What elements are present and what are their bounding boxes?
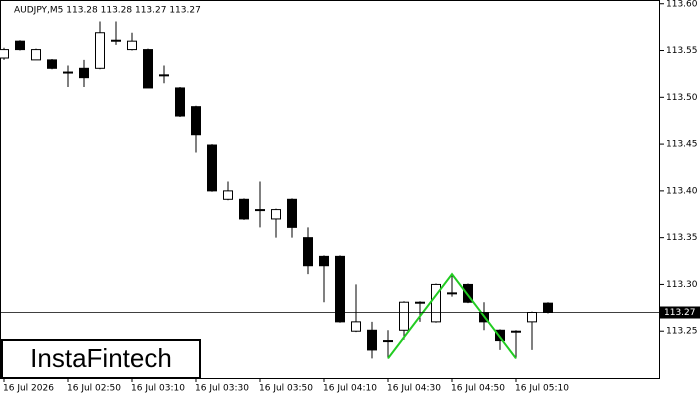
candle-body bbox=[367, 329, 377, 351]
x-tick-label: 16 Jul 02:50 bbox=[67, 384, 121, 394]
pattern-line bbox=[387, 272, 517, 359]
y-tick-label: 113.40 bbox=[666, 186, 698, 196]
candle-body bbox=[511, 330, 521, 333]
candle-body bbox=[303, 237, 313, 267]
chart-title: AUDJPY,M5 113.28 113.28 113.27 113.27 bbox=[14, 6, 201, 16]
x-tick-label: 16 Jul 03:10 bbox=[131, 384, 185, 394]
candle-body bbox=[447, 292, 457, 295]
logo: InstaFintech bbox=[30, 343, 172, 373]
candle-body bbox=[319, 255, 329, 267]
candle-body bbox=[335, 255, 345, 323]
candle-body bbox=[175, 87, 185, 117]
candle-body bbox=[79, 67, 89, 79]
candle-body bbox=[159, 74, 169, 77]
logo-box bbox=[1, 339, 201, 379]
candle-body bbox=[495, 329, 505, 342]
y-tick-label: 113.25 bbox=[666, 327, 698, 337]
candle-body bbox=[63, 71, 73, 74]
x-tick-label: 16 Jul 03:50 bbox=[259, 384, 313, 394]
candle-body bbox=[47, 59, 57, 69]
x-tick-label: 16 Jul 04:30 bbox=[387, 384, 441, 394]
y-tick-label: 113.35 bbox=[666, 233, 698, 243]
y-tick-label: 113.60 bbox=[666, 0, 698, 9]
candle-body bbox=[543, 302, 553, 314]
candle-body bbox=[0, 49, 9, 59]
y-tick-label: 113.50 bbox=[666, 93, 698, 103]
y-tick-label: 113.55 bbox=[666, 46, 698, 56]
candle-body bbox=[383, 340, 393, 343]
candle-body bbox=[239, 198, 249, 220]
candle-body bbox=[287, 198, 297, 228]
candle-body bbox=[127, 40, 137, 51]
candle-body bbox=[415, 301, 425, 304]
y-tick-label: 113.45 bbox=[666, 140, 698, 150]
candle-body bbox=[351, 321, 361, 332]
candle-body bbox=[255, 209, 265, 212]
price-label: 113.27 bbox=[664, 308, 696, 318]
candle-body bbox=[271, 209, 281, 220]
x-tick-label: 16 Jul 05:10 bbox=[515, 384, 569, 394]
x-tick-label: 16 Jul 04:50 bbox=[451, 384, 505, 394]
candle-body bbox=[111, 39, 121, 42]
plot-frame bbox=[0, 0, 660, 379]
candle-body bbox=[191, 106, 201, 136]
y-tick-label: 113.30 bbox=[666, 280, 698, 290]
candle-body bbox=[207, 144, 217, 192]
candle-body bbox=[15, 40, 25, 51]
candle-body bbox=[143, 49, 153, 89]
price-label-box bbox=[660, 306, 700, 319]
x-tick-label: 16 Jul 03:30 bbox=[195, 384, 249, 394]
candle-body bbox=[31, 49, 41, 61]
candle-body bbox=[95, 32, 105, 69]
x-tick-label: 16 Jul 04:10 bbox=[323, 384, 377, 394]
candle-body bbox=[527, 312, 537, 323]
candle-body bbox=[223, 190, 233, 200]
candle-body bbox=[399, 301, 409, 331]
candle-body bbox=[431, 283, 441, 323]
x-tick-label: 16 Jul 2026 bbox=[3, 384, 54, 394]
candle-body bbox=[463, 283, 473, 303]
